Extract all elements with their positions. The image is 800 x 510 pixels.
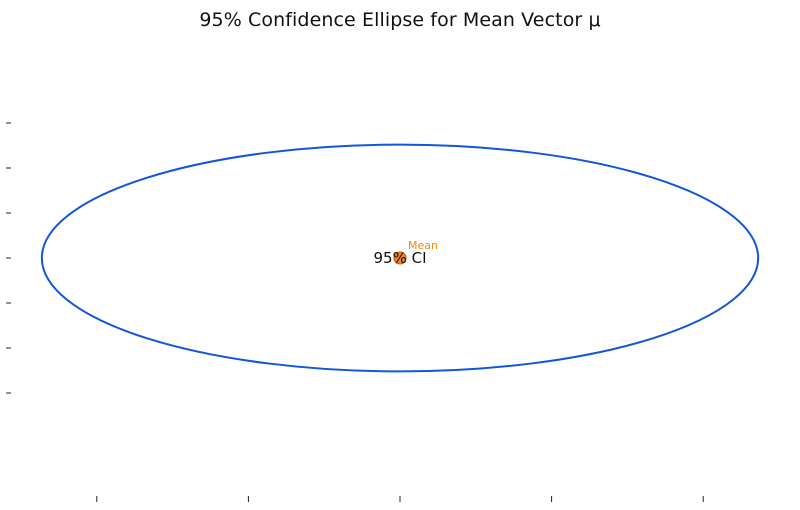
ellipse-label: 95% CI [373, 249, 426, 267]
mean-point [393, 251, 407, 265]
chart-title: 95% Confidence Ellipse for Mean Vector μ [199, 9, 601, 31]
mean-point-label: Mean [408, 239, 438, 252]
x-axis-ticks [96, 496, 704, 502]
y-axis-ticks [6, 122, 11, 394]
confidence-ellipse [40, 143, 760, 373]
